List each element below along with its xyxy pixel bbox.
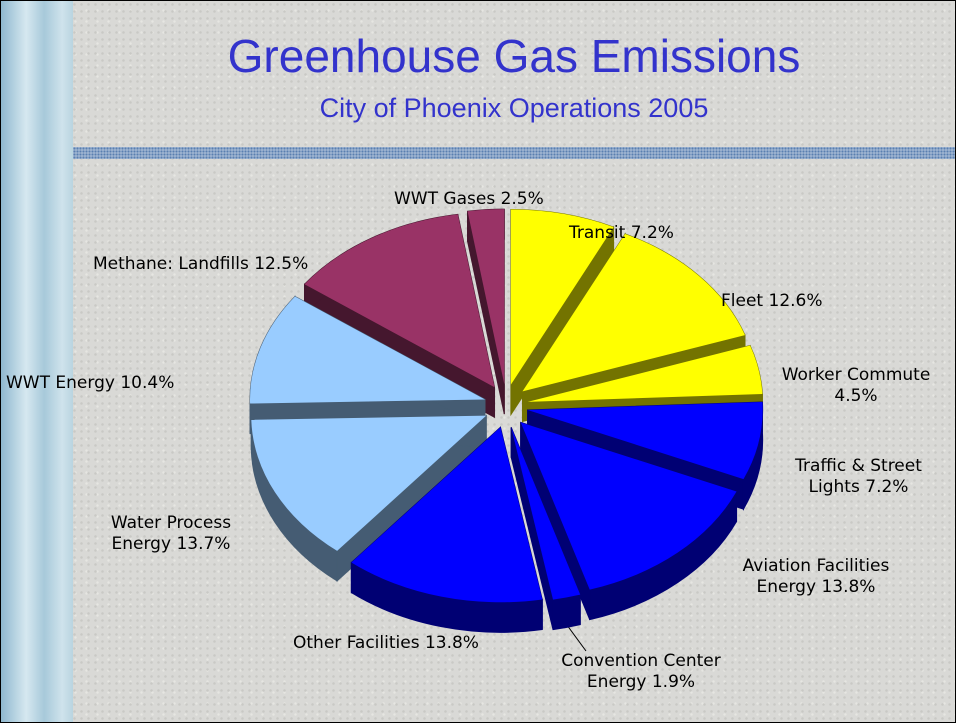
value-label: 2.5% (500, 189, 544, 209)
value-label: 7.2% (630, 223, 674, 243)
slice (510, 209, 614, 385)
category-label: Water Process Energy (110, 513, 232, 554)
value-label: 7.2% (865, 477, 909, 497)
slice-label: Other Facilities 13.8% (291, 633, 481, 654)
slice-label: WWT Energy 10.4% (6, 373, 174, 394)
value-label: 13.8% (821, 577, 876, 597)
category-label: Transit (569, 223, 626, 243)
value-label: 13.8% (424, 633, 479, 653)
category-label: Methane: Landfills (93, 254, 249, 274)
category-label: WWT Gases (394, 189, 496, 209)
value-label: 12.6% (768, 291, 823, 311)
value-label: 13.7% (176, 534, 231, 554)
value-label: 10.4% (120, 373, 175, 393)
slice (304, 214, 495, 388)
ice-strip (1, 1, 73, 722)
category-label: Other Facilities (293, 633, 420, 653)
value-label: 1.9% (651, 672, 696, 692)
slice (527, 401, 763, 480)
slice-label: Convention Center Energy 1.9% (536, 651, 746, 693)
category-label: Aviation Facilities Energy (742, 556, 890, 597)
category-label: Convention Center Energy (561, 651, 721, 692)
slice (251, 415, 487, 551)
slice (467, 209, 505, 385)
category-label: Fleet (721, 291, 764, 311)
value-label: 12.5% (254, 254, 309, 274)
slice-label: Traffic & Street Lights 7.2% (771, 456, 946, 498)
category-label: WWT Energy (6, 373, 115, 393)
slice (527, 345, 763, 402)
slice (511, 427, 581, 600)
chart-title: Greenhouse Gas Emissions (227, 30, 801, 82)
slice-label: Water Process Energy 13.7% (91, 513, 251, 555)
slice-label: Transit 7.2% (569, 223, 674, 244)
slice (520, 422, 737, 590)
category-label: Traffic & Street Lights (795, 456, 922, 497)
slice-label: Worker Commute 4.5% (771, 365, 941, 407)
slice-label: Aviation Facilities Energy 13.8% (716, 556, 916, 598)
slice (351, 427, 543, 603)
slice (522, 234, 745, 392)
chart-subtitle: City of Phoenix Operations 2005 (319, 93, 709, 123)
slice (250, 296, 486, 404)
slice-label: WWT Gases 2.5% (394, 189, 544, 210)
value-label: 4.5% (834, 386, 878, 406)
slice-label: Methane: Landfills 12.5% (93, 254, 308, 275)
title-band (73, 147, 955, 159)
slice-label: Fleet 12.6% (721, 291, 823, 312)
slice-side (552, 594, 581, 631)
category-label: Worker Commute (781, 365, 931, 385)
